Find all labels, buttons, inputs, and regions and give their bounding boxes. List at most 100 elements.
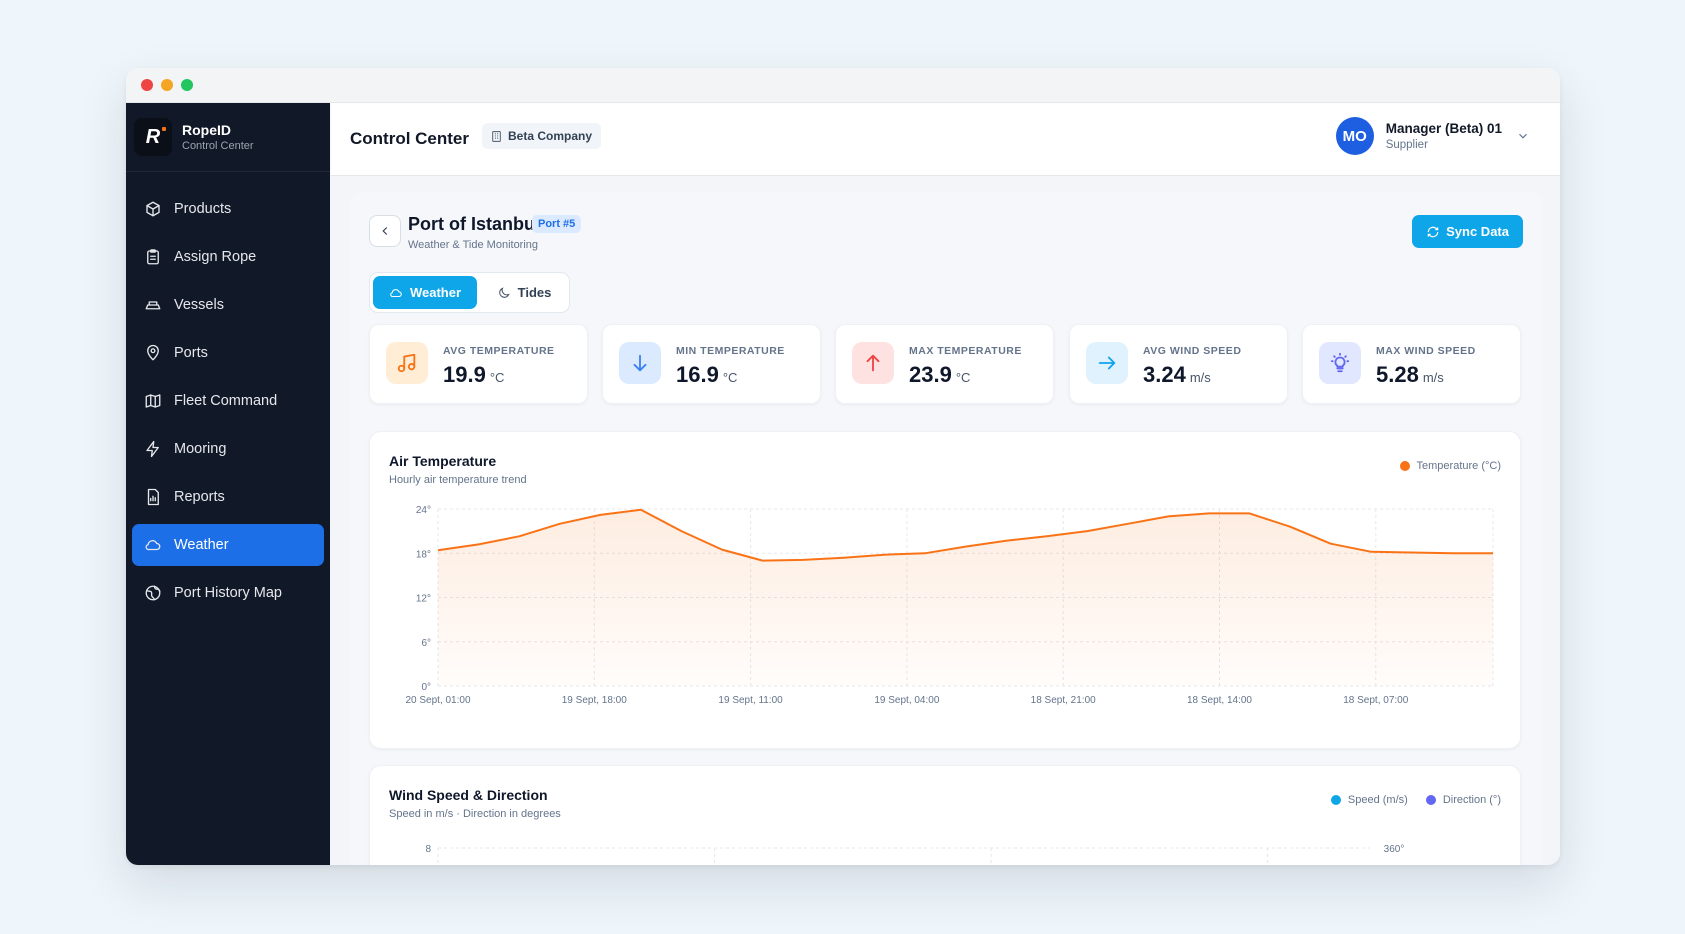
sidebar-item-fleet-command[interactable]: Fleet Command: [132, 380, 324, 422]
music-note-icon: [386, 342, 428, 384]
stat-label: MAX WIND SPEED: [1376, 345, 1476, 357]
sidebar-item-label: Weather: [174, 537, 229, 553]
sidebar-item-mooring[interactable]: Mooring: [132, 428, 324, 470]
sidebar-item-label: Port History Map: [174, 585, 282, 601]
y-tick-label: 24°: [416, 505, 431, 516]
sidebar-item-label: Fleet Command: [174, 393, 278, 409]
stat-card-avg-temperature: AVG TEMPERATURE 19.9 °C: [369, 324, 588, 404]
x-tick-label: 19 Sept, 18:00: [562, 695, 627, 706]
sidebar-item-label: Assign Rope: [174, 249, 257, 265]
user-name: Manager (Beta) 01: [1385, 121, 1502, 136]
back-button[interactable]: [369, 215, 401, 247]
stat-unit: °C: [955, 370, 971, 385]
stat-unit: m/s: [1422, 370, 1444, 385]
stat-unit: °C: [722, 370, 738, 385]
company-name: Beta Company: [508, 129, 593, 143]
stat-value-row: 23.9 °C: [909, 362, 970, 388]
stat-label: AVG TEMPERATURE: [443, 345, 555, 357]
user-role: Supplier: [1385, 139, 1428, 151]
sidebar-item-label: Reports: [174, 489, 225, 505]
tab-tides[interactable]: Tides: [486, 276, 562, 309]
x-tick-label: 19 Sept, 04:00: [874, 695, 939, 706]
report-icon: [147, 488, 159, 506]
air-temperature-card: Air Temperature Hourly air temperature t…: [369, 431, 1521, 749]
y-tick-label: 12°: [416, 594, 431, 605]
y-tick-label: 6°: [421, 638, 431, 649]
y-tick-label: 18°: [416, 549, 431, 560]
tab-weather[interactable]: Weather: [373, 276, 477, 309]
sidebar-item-ports[interactable]: Ports: [132, 332, 324, 374]
minimize-window-button[interactable]: [161, 79, 173, 91]
chart-title: Wind Speed & Direction: [389, 787, 548, 803]
building-icon: [492, 130, 501, 142]
wind-speed-card: Wind Speed & Direction Speed in m/s · Di…: [369, 765, 1521, 865]
x-tick-label: 18 Sept, 07:00: [1343, 695, 1408, 706]
stat-label: MIN TEMPERATURE: [676, 345, 785, 357]
app-window: R RopeID Control Center Products Assign …: [126, 68, 1560, 865]
y-left-tick-label: 8: [425, 844, 431, 855]
company-badge[interactable]: Beta Company: [482, 123, 602, 149]
map-icon: [145, 394, 161, 408]
legend-label: Temperature (°C): [1416, 460, 1501, 472]
sidebar-nav: Products Assign Rope Vessels Ports Fleet…: [126, 172, 330, 614]
clipboard-icon: [147, 249, 159, 265]
moon-icon: [498, 286, 510, 298]
chart-legend: Speed (m/s) Direction (°): [1330, 794, 1501, 806]
stat-value: 23.9: [909, 362, 952, 387]
sidebar-item-weather[interactable]: Weather: [132, 524, 324, 566]
y-right-tick-label: 360°: [1384, 844, 1405, 855]
chart-subtitle: Speed in m/s · Direction in degrees: [389, 808, 561, 820]
chevron-down-icon[interactable]: [1516, 129, 1530, 143]
stat-label: AVG WIND SPEED: [1143, 345, 1242, 357]
sidebar-item-products[interactable]: Products: [132, 188, 324, 230]
x-tick-label: 20 Sept, 01:00: [405, 695, 470, 706]
refresh-icon: [1427, 226, 1439, 237]
page-subtitle: Weather & Tide Monitoring: [408, 239, 539, 251]
sidebar-item-port-history-map[interactable]: Port History Map: [132, 572, 324, 614]
y-tick-label: 0°: [421, 682, 431, 693]
cloud-icon: [390, 288, 402, 297]
air-temperature-chart[interactable]: 24° 18° 12° 6° 0° 20 Sept, 01:00 19 Sept, 18:0…: [370, 432, 1520, 748]
sidebar-item-reports[interactable]: Reports: [132, 476, 324, 518]
chart-legend[interactable]: Temperature (°C): [1399, 460, 1501, 472]
arrow-up-icon: [852, 342, 894, 384]
avatar: MO: [1335, 117, 1374, 155]
stat-value: 16.9: [676, 362, 719, 387]
user-menu[interactable]: MO Manager (Beta) 01 Supplier: [1335, 117, 1530, 155]
legend-dot: [1425, 795, 1436, 805]
stat-unit: °C: [489, 370, 505, 385]
pin-icon: [147, 344, 159, 361]
stat-card-max-temperature: MAX TEMPERATURE 23.9 °C: [835, 324, 1054, 404]
chart-subtitle: Hourly air temperature trend: [389, 474, 527, 486]
view-tabs: Weather Tides: [369, 272, 570, 313]
stat-value: 5.28: [1376, 362, 1419, 387]
wind-speed-chart[interactable]: 8 360°: [370, 766, 1520, 865]
header-title: Control Center: [350, 129, 469, 148]
bulb-icon: [1319, 342, 1361, 384]
sync-data-button[interactable]: Sync Data: [1412, 215, 1523, 248]
temperature-area: [438, 509, 1493, 686]
arrow-right-icon: [1086, 342, 1128, 384]
stat-value: 19.9: [443, 362, 486, 387]
maximize-window-button[interactable]: [181, 79, 193, 91]
stat-value-row: 5.28 m/s: [1376, 362, 1444, 388]
tab-label: Tides: [517, 285, 552, 300]
x-tick-label: 19 Sept, 11:00: [718, 695, 783, 706]
sidebar-item-vessels[interactable]: Vessels: [132, 284, 324, 326]
legend-label-speed: Speed (m/s): [1347, 794, 1408, 806]
legend-label-direction: Direction (°): [1442, 794, 1501, 806]
chart-title: Air Temperature: [389, 453, 497, 469]
brand[interactable]: R RopeID Control Center: [126, 103, 330, 172]
sidebar-item-label: Vessels: [174, 297, 224, 313]
legend-dot: [1399, 461, 1410, 471]
sidebar-item-assign-rope[interactable]: Assign Rope: [132, 236, 324, 278]
vessel-icon: [145, 301, 161, 310]
stat-value-row: 19.9 °C: [443, 362, 504, 388]
sidebar-item-label: Ports: [174, 345, 208, 361]
temperature-line: [437, 508, 1493, 562]
window-titlebar: [126, 68, 1560, 103]
page-title: Port of Istanbul: [408, 214, 540, 234]
stat-value: 3.24: [1143, 362, 1186, 387]
brand-subtitle: Control Center: [182, 140, 254, 152]
close-window-button[interactable]: [141, 79, 153, 91]
